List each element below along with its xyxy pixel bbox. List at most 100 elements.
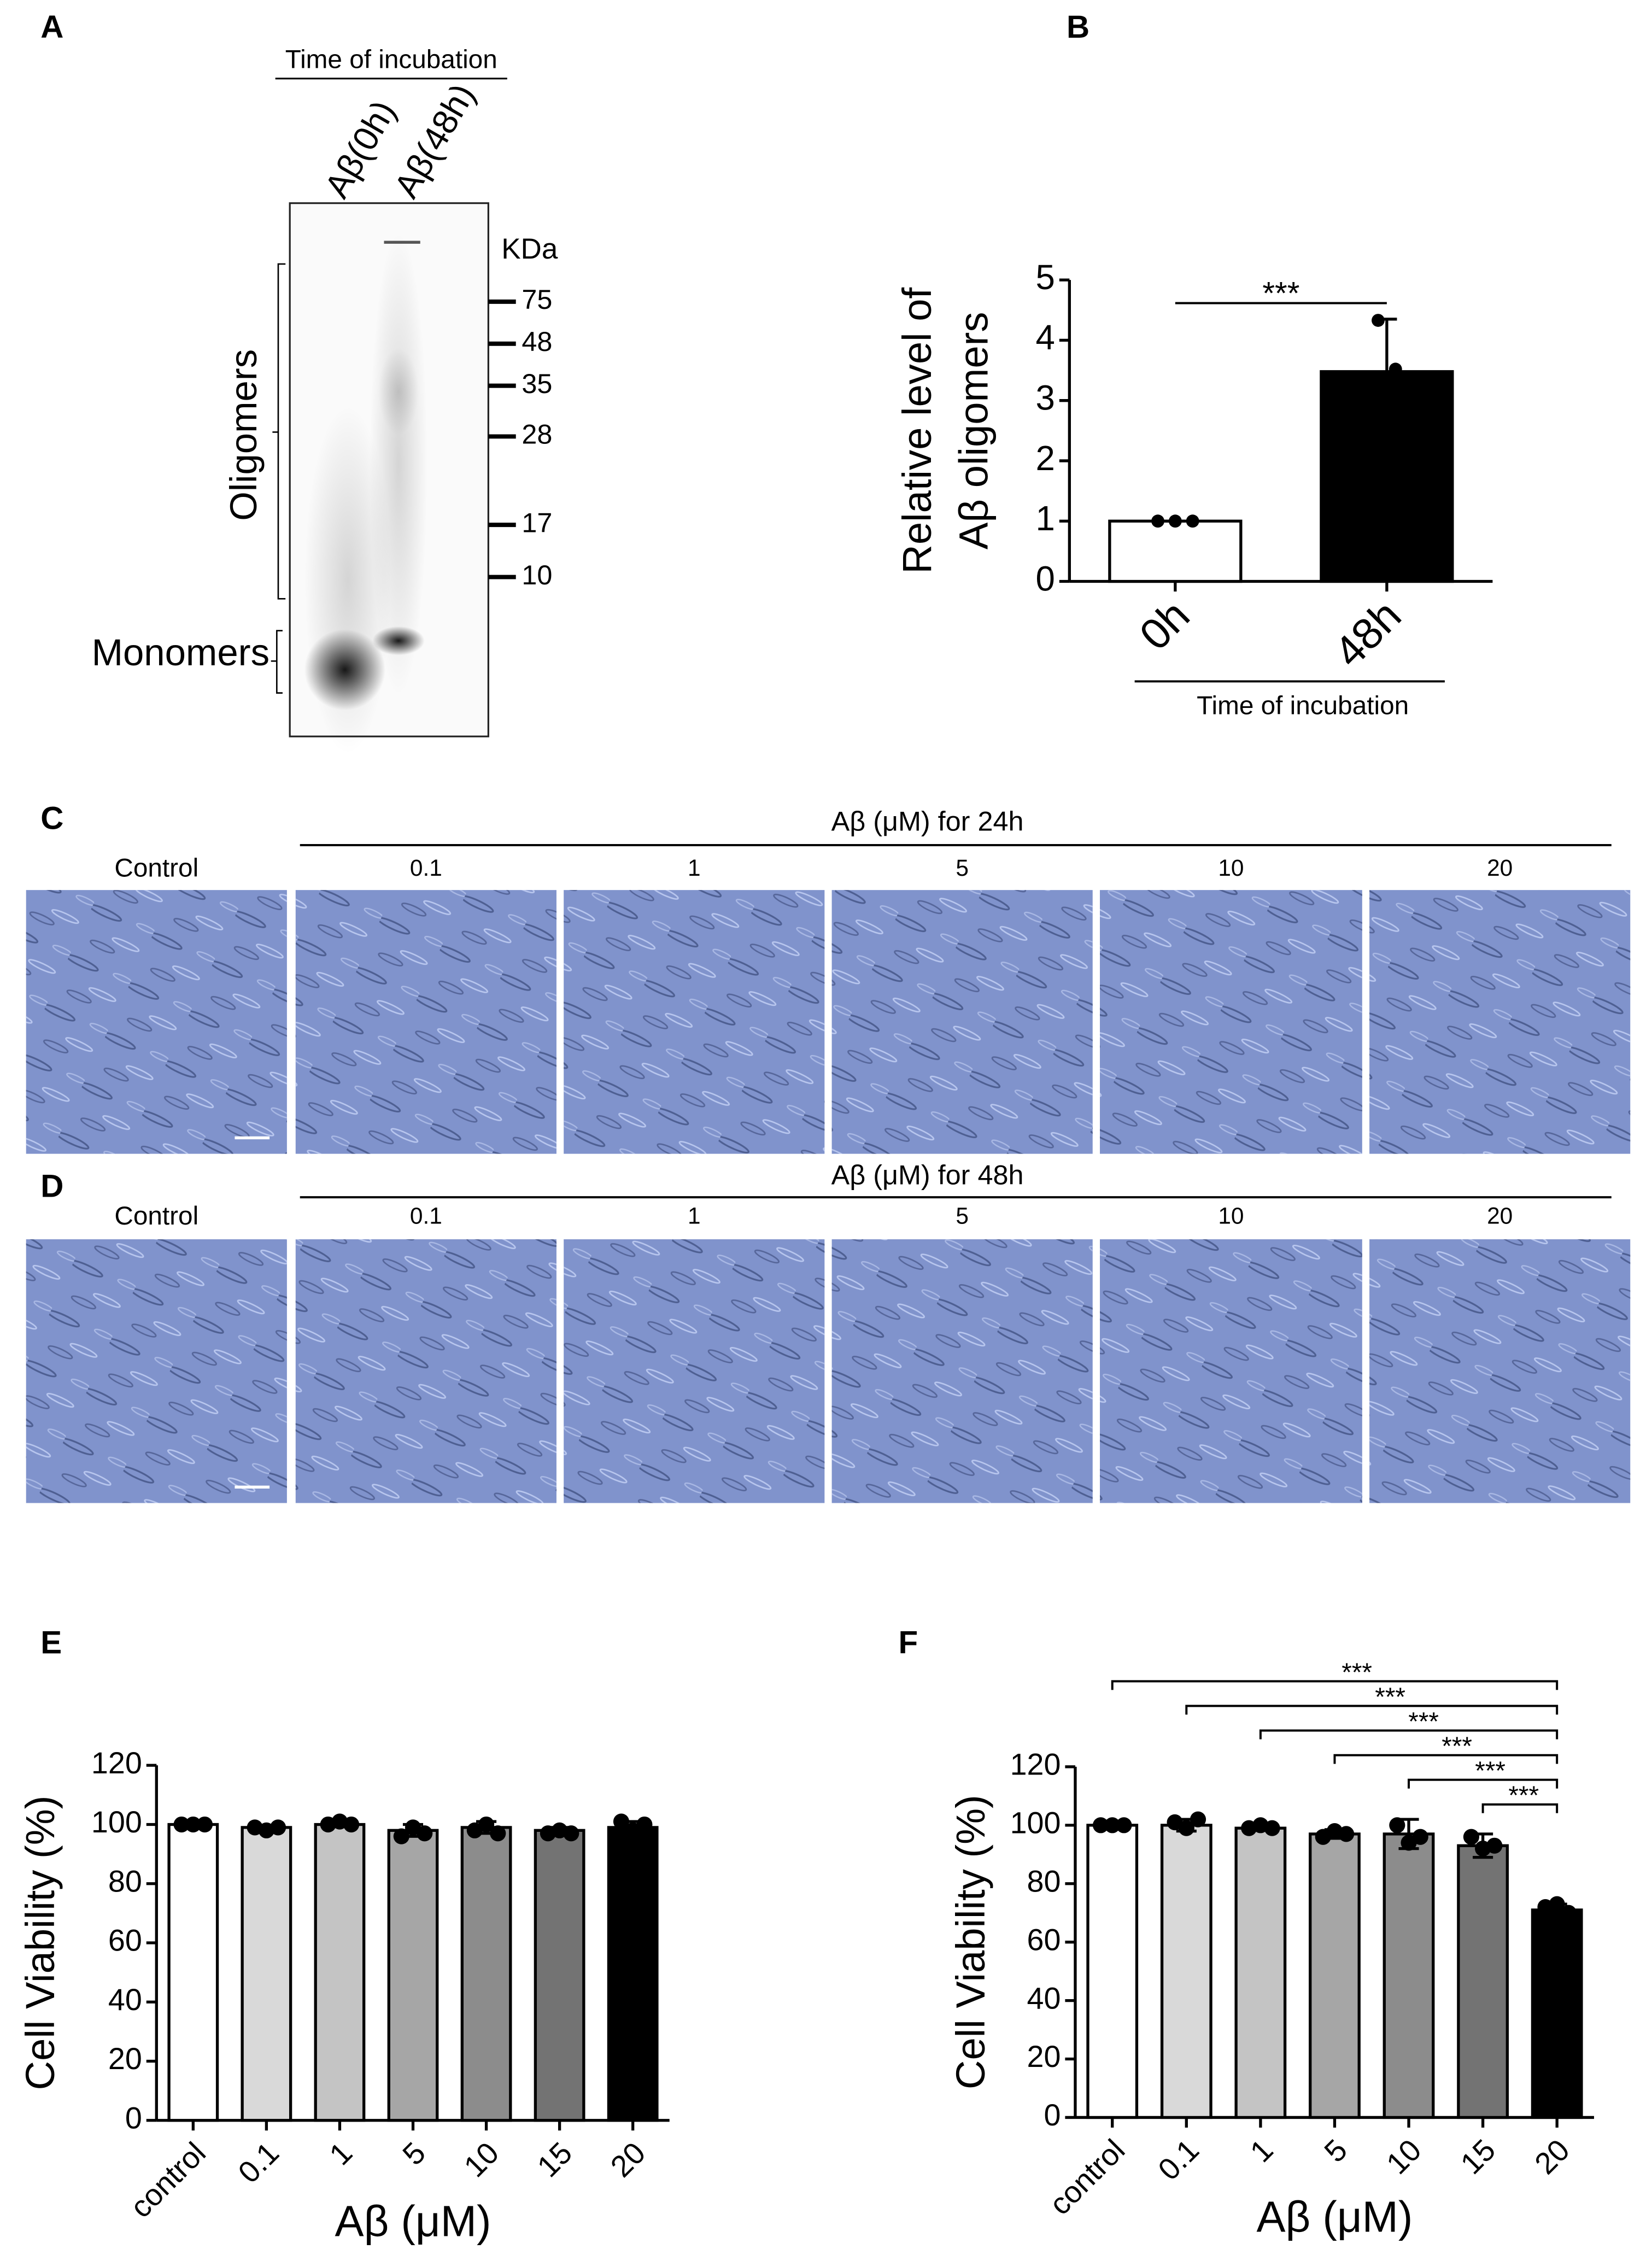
panel-label: C <box>40 800 63 836</box>
x-tick-label: 5 <box>396 2136 432 2172</box>
data-point <box>478 1816 495 1833</box>
x-tick-label: 20 <box>604 2136 652 2184</box>
micrograph-texture <box>295 890 556 1154</box>
comparison-bracket <box>1408 1778 1559 1789</box>
data-point <box>490 1825 506 1842</box>
bar <box>1457 1844 1509 2119</box>
dose-label: 1 <box>688 1203 701 1228</box>
micrograph-texture <box>1100 1239 1362 1503</box>
significance: *** <box>1475 1756 1505 1785</box>
micrograph-texture <box>831 1239 1093 1503</box>
significance: *** <box>1375 1683 1405 1712</box>
y-tick-label: 80 <box>108 1864 142 1898</box>
bar <box>387 1829 439 2122</box>
x-tick-label: 0h <box>1130 590 1198 659</box>
dose-label: 20 <box>1487 1203 1513 1228</box>
dose-label: 5 <box>956 855 969 881</box>
micrograph-texture <box>831 890 1093 1154</box>
micrograph-texture <box>295 1239 556 1503</box>
x-axis-label: Aβ (μM) <box>335 2197 491 2246</box>
y-tick-label: 4 <box>1035 318 1055 357</box>
micrograph-texture <box>1369 890 1631 1154</box>
comparison-bracket <box>1111 1680 1559 1690</box>
x-tick-label: 48h <box>1325 590 1410 676</box>
bar <box>241 1826 292 2122</box>
y-axis-label: Relative level of <box>894 287 940 573</box>
data-point <box>1092 1817 1109 1833</box>
x-tick-label: 0.1 <box>232 2136 286 2190</box>
micrograph-texture <box>1369 1239 1631 1503</box>
blot: Time of incubation Aβ(0h) Aβ(48h) KDa Ol… <box>92 45 558 754</box>
y-tick-label: 120 <box>1010 1748 1061 1782</box>
y-axis-label: Aβ oligomers <box>951 312 996 550</box>
y-tick-label: 100 <box>1010 1806 1061 1840</box>
y-axis-label: Cell Viability (%) <box>17 1796 63 2090</box>
x-tick-label: 15 <box>531 2136 579 2184</box>
panel-label: D <box>40 1169 63 1204</box>
panel-label: B <box>1067 9 1089 45</box>
data-point <box>1168 514 1182 528</box>
x-tick-label: 20 <box>1528 2133 1576 2181</box>
x-tick-label: 1 <box>1244 2133 1280 2169</box>
y-tick-label: 40 <box>108 1983 142 2017</box>
y-tick-label: 60 <box>1027 1923 1061 1956</box>
data-point <box>1264 1820 1280 1836</box>
data-point <box>636 1816 653 1833</box>
dose-label: 5 <box>956 1203 969 1228</box>
panel-label: E <box>40 1625 62 1661</box>
x-tick-label: 1 <box>323 2136 359 2172</box>
data-point <box>393 1828 409 1844</box>
marker-label: 10 <box>522 559 552 590</box>
x-axis-label: Time of incubation <box>1197 692 1409 720</box>
marker-label: 35 <box>522 368 552 399</box>
significance: *** <box>1442 1732 1472 1761</box>
micrograph-texture <box>26 1239 287 1503</box>
bar <box>1531 1908 1583 2119</box>
dose-label: 10 <box>1218 1203 1244 1228</box>
blot-header: Time of incubation <box>285 45 497 74</box>
data-point <box>173 1816 190 1833</box>
marker-label: 28 <box>522 419 552 450</box>
data-point <box>417 1825 433 1842</box>
data-point <box>1190 1811 1206 1827</box>
data-point <box>1412 1829 1428 1845</box>
data-point <box>1549 1896 1565 1912</box>
bar <box>1234 1826 1287 2119</box>
monomer-bracket <box>271 630 283 694</box>
comparison-bracket <box>1185 1704 1559 1715</box>
y-tick-label: 60 <box>108 1924 142 1958</box>
dose-label: 0.1 <box>410 855 442 881</box>
y-tick-label: 3 <box>1035 378 1055 417</box>
data-point <box>1486 1837 1503 1854</box>
bar <box>1086 1824 1139 2119</box>
bar <box>167 1823 219 2122</box>
data-point <box>1116 1817 1132 1833</box>
x-tick-label: 10 <box>458 2136 506 2184</box>
significance: *** <box>1408 1707 1439 1736</box>
panel-label: A <box>40 9 63 45</box>
lane-label: Aβ(0h) <box>317 94 403 204</box>
y-tick-label: 5 <box>1035 258 1055 297</box>
data-point <box>1178 1820 1194 1836</box>
oligomers-label: Oligomers <box>222 349 265 521</box>
band-smear <box>378 348 419 435</box>
unit-label: KDa <box>501 233 558 265</box>
comparison-bracket <box>1259 1729 1559 1739</box>
y-tick-label: 80 <box>1027 1864 1061 1898</box>
significance: *** <box>1262 276 1299 312</box>
y-tick-label: 120 <box>91 1746 142 1780</box>
bar <box>1309 1832 1361 2119</box>
dose-label: 10 <box>1218 855 1244 881</box>
marker-label: 75 <box>522 284 552 315</box>
dose-label: Control <box>114 854 198 883</box>
data-point <box>1389 362 1402 376</box>
data-point <box>1151 514 1164 528</box>
y-tick-label: 100 <box>91 1805 142 1839</box>
data-point <box>1389 1817 1405 1833</box>
micrographs: Aβ (μM) for 24h Control 0.1 1 5 10 20 Aβ (μM) f… <box>26 806 1631 1503</box>
data-point <box>1560 1905 1577 1921</box>
y-tick-label: 1 <box>1035 499 1055 538</box>
lane-label: Aβ(48h) <box>386 77 482 204</box>
data-point <box>185 1816 201 1833</box>
significance: *** <box>1508 1781 1539 1810</box>
